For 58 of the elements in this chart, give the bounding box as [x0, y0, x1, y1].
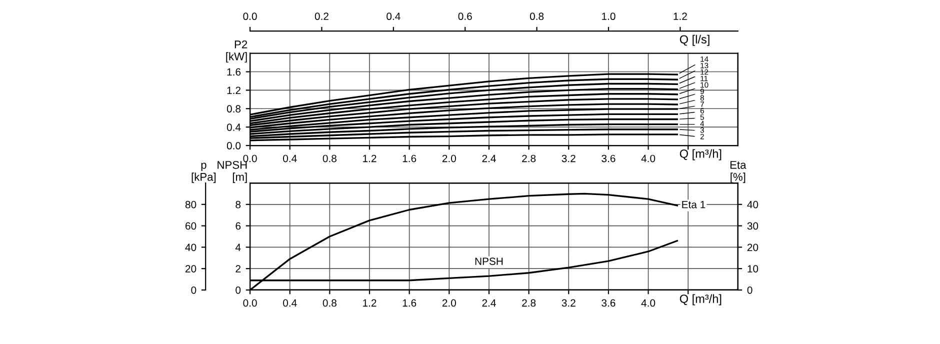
y-tick-label: 0.4 — [226, 124, 241, 131]
x-tick-label: 0.4 — [283, 299, 297, 307]
x-tick-label: 0.8 — [322, 154, 336, 162]
y3-tick-label: 20 — [186, 265, 196, 272]
x-tick-label: 3.2 — [562, 299, 576, 307]
series-label: NPSH — [475, 258, 503, 265]
y-axis-title: NPSH [m] — [218, 160, 247, 184]
x2-tick-label: 0.0 — [243, 12, 257, 20]
x-tick-label: 1.6 — [402, 299, 416, 307]
x-tick-label: 4.0 — [641, 299, 656, 307]
x-tick-label: 2.0 — [442, 299, 456, 307]
y3-tick-label: 60 — [186, 222, 196, 230]
y2-tick-label: 20 — [747, 244, 758, 252]
y-tick-label: 0.8 — [226, 105, 241, 113]
y-tick-label: 0.0 — [226, 142, 241, 150]
y2-tick-label: 30 — [747, 222, 758, 230]
x-tick-label: 0.0 — [243, 154, 257, 162]
x-tick-label: 0.0 — [243, 299, 257, 307]
y-tick-label: 0 — [236, 286, 241, 294]
y-tick-label: 4 — [235, 244, 241, 251]
series-label: Eta 1 — [682, 201, 706, 208]
y3-axis-title: p [kPa] — [192, 162, 216, 184]
x-tick-label: 1.2 — [363, 154, 376, 162]
x-tick-label: 2.4 — [482, 299, 496, 307]
x-tick-label: 4.0 — [641, 154, 656, 162]
x-tick-label: 0.4 — [283, 154, 297, 162]
x-tick-label: 2.8 — [522, 154, 536, 162]
y-tick-label: 8 — [236, 200, 241, 208]
x-tick-label: 1.6 — [402, 154, 416, 162]
x-tick-label: 3.6 — [602, 299, 616, 307]
y2-tick-label: 0 — [747, 286, 752, 294]
x-tick-label: 2.8 — [522, 299, 536, 307]
x-tick-label: 3.2 — [562, 154, 576, 162]
y2-axis-title: Eta [%] — [730, 161, 746, 184]
y-tick-label: 1.6 — [227, 68, 241, 76]
x2-axis-title: Q [l/s] — [680, 34, 710, 46]
y2-tick-label: 40 — [747, 200, 758, 208]
y-axis-title: P2 [kW] — [226, 40, 248, 63]
y2-tick-label: 10 — [748, 265, 758, 272]
x-tick-label: 2.4 — [482, 154, 496, 162]
x2-tick-label: 0.4 — [386, 12, 400, 20]
x2-tick-label: 0.6 — [458, 12, 472, 20]
y-tick-label: 2 — [236, 265, 240, 272]
x-tick-label: 1.2 — [363, 299, 376, 307]
y-tick-label: 6 — [236, 222, 241, 230]
x-tick-label: 2.0 — [442, 154, 456, 162]
x2-tick-label: 0.8 — [530, 12, 544, 20]
y-tick-label: 1.2 — [227, 86, 240, 94]
y3-tick-label: 0 — [191, 286, 196, 294]
x-tick-label: 3.6 — [602, 154, 616, 162]
x2-tick-label: 0.2 — [314, 12, 328, 20]
x2-tick-label: 1.0 — [602, 12, 616, 20]
x-axis-title: Q [m³/h] — [680, 294, 722, 306]
y3-tick-label: 80 — [185, 200, 196, 208]
x-axis-title: Q [m³/h] — [680, 149, 722, 160]
x2-tick-label: 1.2 — [674, 12, 687, 20]
y3-tick-label: 40 — [185, 244, 196, 252]
x-tick-label: 0.8 — [322, 299, 336, 307]
